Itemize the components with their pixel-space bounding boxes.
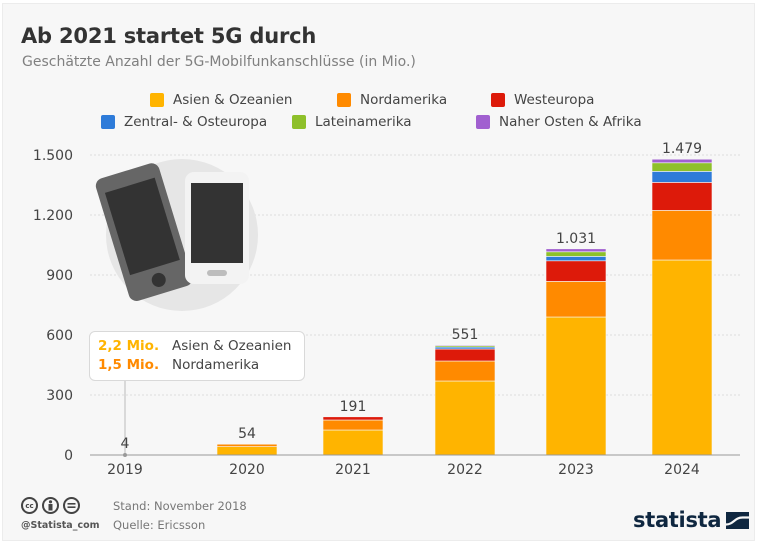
total-label: 4 xyxy=(121,436,130,452)
y-tick-label: 1.200 xyxy=(33,208,73,224)
total-labels: 4 54 191 551 1.031 1.479 xyxy=(121,141,703,452)
chart-title: Ab 2021 startet 5G durch xyxy=(21,24,317,48)
callout-label: Asien & Ozeanien xyxy=(172,338,292,354)
legend-item-zentral-osteuropa: Zentral- & Osteuropa xyxy=(101,114,267,130)
callout-box: 2,2 Mio. Asien & Ozeanien 1,5 Mio. Norda… xyxy=(89,331,305,381)
bars xyxy=(94,158,713,456)
y-tick-label: 600 xyxy=(46,328,73,344)
legend-item-nordamerika: Nordamerika xyxy=(337,92,447,108)
callout-row-asien: 2,2 Mio. Asien & Ozeanien xyxy=(98,337,304,356)
light-phone-icon xyxy=(185,172,249,284)
callout-value: 1,5 Mio. xyxy=(98,357,160,373)
legend-swatch xyxy=(101,115,115,129)
total-label: 1.479 xyxy=(662,141,702,157)
bar-segment[interactable] xyxy=(651,171,713,183)
legend-item-lateinamerika: Lateinamerika xyxy=(292,114,412,130)
source-info: Stand: November 2018 Quelle: Ericsson xyxy=(113,497,247,535)
y-tick-label: 0 xyxy=(64,448,73,464)
legend-item-naher-osten-afrika: Naher Osten & Afrika xyxy=(476,114,642,130)
total-label: 551 xyxy=(452,327,479,343)
x-axis-labels: 2019 2020 2021 2022 2023 2024 xyxy=(107,462,700,478)
bar-segment[interactable] xyxy=(322,419,384,431)
total-label: 54 xyxy=(238,426,256,442)
bar-segment[interactable] xyxy=(651,158,713,164)
legend-swatch xyxy=(337,93,351,107)
x-tick-label: 2024 xyxy=(664,462,700,478)
callout-label: Nordamerika xyxy=(172,357,260,373)
y-tick-label: 300 xyxy=(46,388,73,404)
bar-segment[interactable] xyxy=(545,248,607,253)
bar-segment[interactable] xyxy=(545,260,607,282)
stand-date: Stand: November 2018 xyxy=(113,499,247,513)
legend-label: Lateinamerika xyxy=(315,114,412,130)
legend-label: Asien & Ozeanien xyxy=(173,92,293,108)
bar-segment[interactable] xyxy=(434,360,496,382)
statista-logo-icon xyxy=(726,511,750,529)
legend-swatch xyxy=(150,93,164,107)
statista-logo[interactable]: statista xyxy=(633,508,750,532)
total-label: 1.031 xyxy=(556,231,596,247)
bar-segment[interactable] xyxy=(651,162,713,172)
bar-segment[interactable] xyxy=(545,256,607,262)
bar-segment[interactable] xyxy=(545,281,607,318)
bar-segment[interactable] xyxy=(545,251,607,257)
legend-swatch xyxy=(476,115,490,129)
source-link[interactable]: Quelle: Ericsson xyxy=(113,518,206,532)
x-tick-label: 2023 xyxy=(558,462,594,478)
bar-segment[interactable] xyxy=(651,182,713,211)
legend-label: Zentral- & Osteuropa xyxy=(124,114,268,130)
bar-segment[interactable] xyxy=(651,259,713,456)
callout-row-nordamerika: 1,5 Mio. Nordamerika xyxy=(98,356,304,375)
x-tick-label: 2019 xyxy=(107,462,143,478)
bar-segment[interactable] xyxy=(216,446,278,456)
nd-icon[interactable] xyxy=(63,497,80,514)
x-tick-label: 2020 xyxy=(229,462,265,478)
bar-segment[interactable] xyxy=(322,429,384,456)
legend-item-asien: Asien & Ozeanien xyxy=(150,92,292,108)
brand-name: statista xyxy=(633,508,722,532)
by-icon[interactable] xyxy=(42,497,59,514)
bar-segment[interactable] xyxy=(216,443,278,447)
y-tick-label: 1.500 xyxy=(33,148,73,164)
x-tick-label: 2021 xyxy=(335,462,371,478)
legend-item-westeuropa: Westeuropa xyxy=(491,92,594,108)
dark-phone-icon xyxy=(95,163,193,301)
total-label: 191 xyxy=(340,399,367,415)
cc-icon[interactable]: cc xyxy=(21,497,38,514)
legend-swatch xyxy=(491,93,505,107)
legend-label: Nordamerika xyxy=(360,92,448,108)
y-tick-label: 900 xyxy=(46,268,73,284)
bar-segment[interactable] xyxy=(545,316,607,456)
phones-illustration xyxy=(95,159,258,311)
callout-value: 2,2 Mio. xyxy=(98,338,160,354)
legend-swatch xyxy=(292,115,306,129)
license-icons: cc xyxy=(21,497,80,514)
legend-label: Westeuropa xyxy=(514,92,595,108)
statista-handle[interactable]: @Statista_com xyxy=(21,520,100,531)
callout-dot xyxy=(123,453,127,457)
x-tick-label: 2022 xyxy=(447,462,483,478)
bar-segment[interactable] xyxy=(434,344,496,346)
bar-segment[interactable] xyxy=(651,210,713,261)
bar-segment[interactable] xyxy=(434,380,496,456)
legend-label: Naher Osten & Afrika xyxy=(499,114,642,130)
chart-subtitle: Geschätzte Anzahl der 5G-Mobilfunkanschl… xyxy=(22,54,416,70)
bar-segment[interactable] xyxy=(434,348,496,362)
y-axis-labels: 0 300 600 900 1.200 1.500 xyxy=(33,148,73,464)
bar-segment[interactable] xyxy=(322,416,384,421)
